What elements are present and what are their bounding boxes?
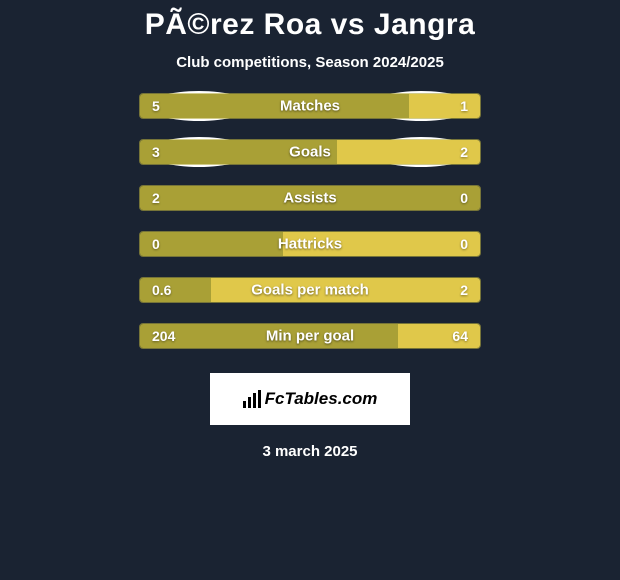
- stat-label: Goals per match: [251, 282, 369, 299]
- stat-value-right: 64: [452, 328, 468, 344]
- watermark-badge: FcTables.com: [210, 373, 410, 425]
- stat-value-right: 2: [460, 282, 468, 298]
- stat-value-left: 2: [152, 190, 160, 206]
- stat-bar: 2 0 Assists: [139, 185, 481, 211]
- stat-value-left: 0: [152, 236, 160, 252]
- bar-chart-icon: [243, 390, 261, 408]
- stat-label: Hattricks: [278, 236, 342, 253]
- stat-row: 204 64 Min per goal: [139, 323, 481, 349]
- bar-segment-left: [140, 278, 211, 302]
- stat-bar: 0.6 2 Goals per match: [139, 277, 481, 303]
- stats-area: 5 1 Matches 3 2 Goals 2 0 Assists 0 0 Hattricks 0.6 2…: [139, 93, 481, 369]
- bar-segment-right: [409, 94, 480, 118]
- stat-row: 2 0 Assists: [139, 185, 481, 211]
- stat-value-left: 204: [152, 328, 175, 344]
- bar-segment-left: [140, 94, 409, 118]
- stat-value-left: 5: [152, 98, 160, 114]
- stat-value-left: 0.6: [152, 282, 171, 298]
- stat-value-right: 1: [460, 98, 468, 114]
- stat-label: Min per goal: [266, 328, 354, 345]
- bar-segment-right: [337, 140, 480, 164]
- comparison-card: PÃ©rez Roa vs Jangra Club competitions, …: [0, 0, 620, 460]
- stat-row: 3 2 Goals: [139, 139, 481, 165]
- stat-label: Assists: [283, 190, 336, 207]
- stat-bar: 5 1 Matches: [139, 93, 481, 119]
- subtitle: Club competitions, Season 2024/2025: [176, 54, 444, 71]
- watermark-inner: FcTables.com: [243, 389, 378, 409]
- stat-bar: 204 64 Min per goal: [139, 323, 481, 349]
- stat-row: 0.6 2 Goals per match: [139, 277, 481, 303]
- date-line: 3 march 2025: [262, 443, 357, 460]
- page-title: PÃ©rez Roa vs Jangra: [145, 8, 476, 42]
- stat-label: Goals: [289, 144, 331, 161]
- stat-value-right: 0: [460, 236, 468, 252]
- stat-value-right: 0: [460, 190, 468, 206]
- stat-row: 5 1 Matches: [139, 93, 481, 119]
- stat-label: Matches: [280, 98, 340, 115]
- stat-value-left: 3: [152, 144, 160, 160]
- bar-segment-left: [140, 232, 283, 256]
- stat-row: 0 0 Hattricks: [139, 231, 481, 257]
- watermark-text: FcTables.com: [265, 389, 378, 409]
- stat-bar: 0 0 Hattricks: [139, 231, 481, 257]
- stat-bar: 3 2 Goals: [139, 139, 481, 165]
- stat-value-right: 2: [460, 144, 468, 160]
